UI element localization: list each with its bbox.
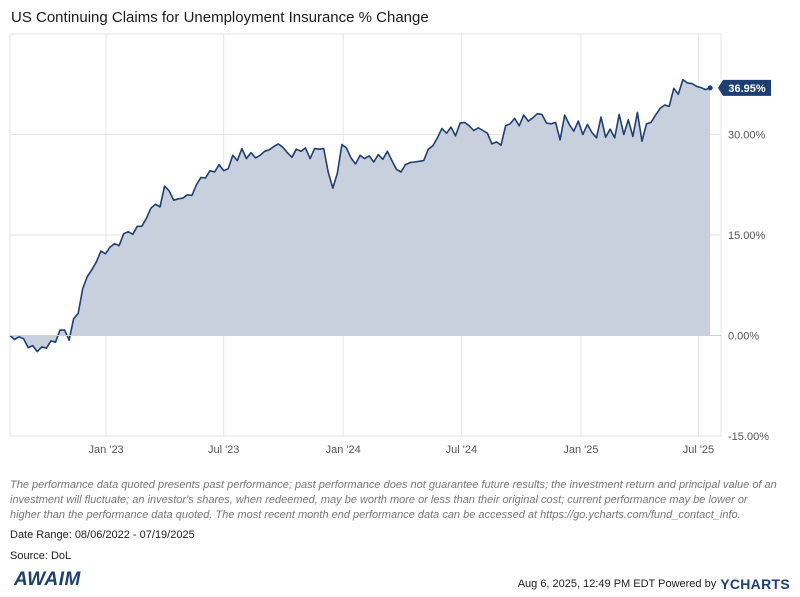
y-tick-label: 30.00%	[728, 130, 766, 142]
data-source: Source: DoL	[10, 550, 72, 562]
awaim-logo-text: AWAIM	[14, 569, 81, 590]
x-tick-label: Jul '24	[446, 444, 477, 456]
x-tick-label: Jul '23	[208, 444, 239, 456]
x-tick-label: Jan '23	[89, 444, 124, 456]
date-range: Date Range: 08/06/2022 - 07/19/2025	[10, 529, 195, 541]
last-value-badge	[718, 79, 771, 96]
chart-title: US Continuing Claims for Unemployment In…	[11, 9, 429, 26]
awaim-logo: AWAIM	[14, 565, 81, 589]
y-tick-label: 15.00%	[728, 230, 766, 242]
x-tick-label: Jul '25	[683, 444, 714, 456]
footer-attribution: Aug 6, 2025, 12:49 PM EDT Powered by YCH…	[518, 576, 790, 592]
y-tick-label: 0.00%	[728, 331, 759, 343]
chart-plot: 30.00% 15.00% 0.00% -15.00% Jan '23 Jul '23 Ja…	[9, 33, 771, 456]
performance-disclaimer: The performance data quoted presents pas…	[10, 479, 777, 521]
ycharts-logo: YCHARTS	[720, 576, 790, 592]
x-tick-label: Jan '24	[326, 444, 361, 456]
series-line	[9, 78, 711, 353]
x-tick-label: Jan '25	[563, 444, 598, 456]
last-value-label: 36.95%	[728, 83, 766, 95]
last-point-marker	[707, 85, 713, 91]
y-tick-label: -15.00%	[728, 431, 769, 443]
series-area	[10, 79, 711, 352]
footer-timestamp: Aug 6, 2025, 12:49 PM EDT Powered by	[517, 578, 717, 590]
